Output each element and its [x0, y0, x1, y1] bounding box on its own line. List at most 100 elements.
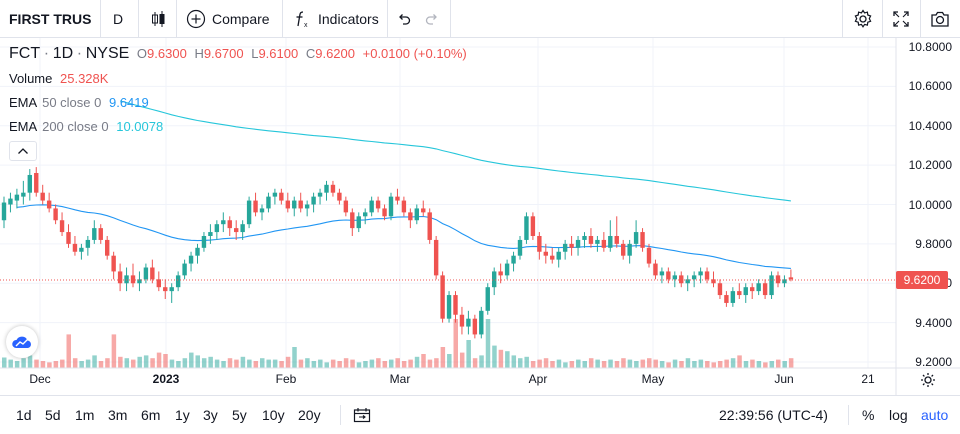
fullscreen-button[interactable] — [892, 0, 910, 38]
candle-body — [137, 279, 142, 284]
volume-bar — [434, 358, 439, 368]
candle-body — [550, 255, 555, 260]
candle-body — [788, 277, 794, 280]
volume-bar — [763, 362, 768, 368]
log-scale-button[interactable]: log — [889, 407, 908, 423]
range-button-6m[interactable]: 6m — [141, 407, 161, 423]
time-axis-label: Mar — [389, 372, 411, 386]
candlestick-icon — [152, 11, 165, 27]
time-axis-label: 2023 — [152, 372, 180, 386]
range-button-1y[interactable]: 1y — [175, 407, 190, 423]
range-button-5y[interactable]: 5y — [232, 407, 247, 423]
snapshot-button[interactable] — [930, 0, 950, 38]
candle-body — [240, 224, 245, 233]
range-button-5d[interactable]: 5d — [45, 407, 61, 423]
volume-bar — [414, 356, 420, 368]
candle-body — [279, 192, 284, 201]
axis-settings-button[interactable] — [920, 372, 936, 393]
volume-bar — [279, 361, 284, 368]
volume-bar — [717, 361, 723, 368]
candle-body — [311, 196, 316, 205]
volume-bar — [408, 359, 413, 368]
range-button-10y[interactable]: 10y — [262, 407, 285, 423]
settings-button[interactable] — [853, 0, 873, 38]
candle-body — [524, 216, 529, 240]
last-price-tag: 9.6200 — [896, 271, 948, 289]
chevron-up-icon — [18, 148, 28, 154]
volume-bar — [440, 347, 446, 368]
ema200-legend[interactable]: EMA 200 close 0 10.0078 — [9, 119, 163, 134]
candle-body — [92, 228, 97, 240]
ema50-legend[interactable]: EMA 50 close 0 9.6419 — [9, 95, 149, 110]
volume-bar — [208, 356, 213, 368]
candle-body — [679, 275, 684, 284]
undo-button[interactable] — [396, 0, 412, 38]
toolbar-divider — [882, 0, 883, 38]
interval-button[interactable]: D — [113, 0, 123, 38]
candle-body — [659, 271, 665, 276]
price-axis-label: 10.6000 — [908, 79, 952, 94]
volume-bar — [498, 349, 504, 368]
volume-bar — [621, 358, 626, 368]
price-axis-label: 9.2000 — [915, 355, 952, 369]
candle-body — [34, 173, 39, 193]
range-button-3m[interactable]: 3m — [108, 407, 128, 423]
volume-bar — [724, 359, 729, 368]
toolbar-divider — [848, 405, 849, 425]
date-range-button[interactable] — [353, 396, 371, 434]
candlestick-series — [1, 167, 794, 339]
volume-bar — [227, 358, 233, 368]
volume-bar — [401, 361, 407, 368]
legend-collapse-button[interactable] — [9, 141, 37, 161]
legend-exchange: NYSE — [85, 45, 130, 62]
clock-time[interactable]: 22:39:56 (UTC-4) — [719, 407, 828, 423]
candle-body — [272, 192, 278, 197]
candle-body — [234, 228, 239, 233]
volume-bar — [543, 358, 549, 368]
candle-body — [79, 247, 84, 252]
candle-body — [762, 283, 768, 296]
redo-button[interactable] — [424, 0, 440, 38]
indicators-button[interactable]: x Indicators — [292, 0, 379, 38]
volume-bar — [453, 319, 458, 368]
volume-bar — [34, 359, 39, 368]
range-button-20y[interactable]: 20y — [298, 407, 321, 423]
volume-bar — [176, 361, 181, 368]
candle-body — [704, 271, 710, 280]
volume-bar — [350, 359, 355, 368]
candle-body — [21, 192, 26, 197]
tradingview-logo-badge[interactable] — [6, 326, 38, 358]
candle-body — [446, 295, 452, 319]
range-button-3y[interactable]: 3y — [203, 407, 218, 423]
range-button-1d[interactable]: 1d — [16, 407, 32, 423]
top-toolbar: FIRST TRUS D Compare x Indicators — [0, 0, 960, 38]
candle-body — [479, 310, 484, 335]
toolbar-divider — [842, 0, 843, 38]
legend-interval: 1D — [52, 45, 74, 62]
volume-legend[interactable]: Volume 25.328K — [9, 71, 108, 86]
volume-bar — [272, 359, 278, 368]
undo-icon — [399, 14, 411, 25]
volume-bar — [447, 354, 452, 368]
ohlc-high-label: H — [194, 46, 204, 61]
toolbar-divider — [100, 0, 101, 38]
volume-bar — [647, 358, 652, 368]
candle-body — [1, 202, 7, 221]
candle-body — [124, 275, 129, 284]
volume-bar — [150, 358, 155, 368]
volume-bar — [692, 361, 697, 368]
chart-type-button[interactable] — [149, 0, 167, 38]
auto-scale-button[interactable]: auto — [921, 407, 949, 423]
price-chart[interactable] — [0, 0, 960, 395]
compare-button[interactable]: Compare — [186, 0, 270, 38]
percent-scale-button[interactable]: % — [862, 407, 875, 423]
volume-bar — [72, 358, 78, 368]
range-button-1m[interactable]: 1m — [75, 407, 95, 423]
candle-body — [492, 271, 497, 288]
symbol-search[interactable]: FIRST TRUS — [9, 0, 91, 38]
time-axis-label: 21 — [861, 372, 875, 386]
candle-body — [440, 275, 445, 319]
ohlc-low-value: 9.6100 — [258, 46, 299, 61]
candle-body — [253, 200, 258, 213]
candle-body — [666, 271, 671, 280]
